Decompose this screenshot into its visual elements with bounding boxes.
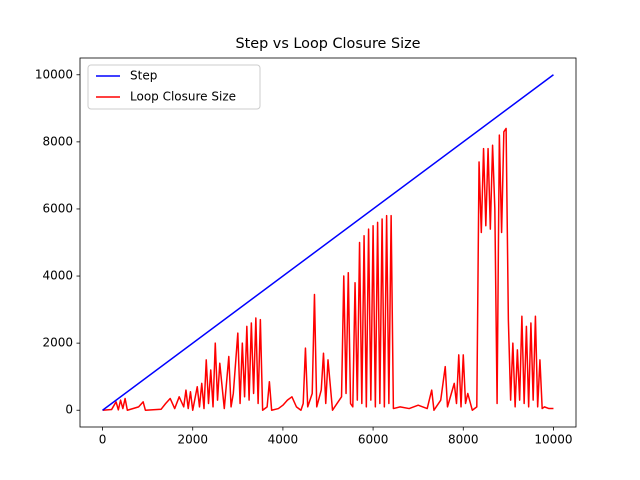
x-tick-label: 10000 bbox=[534, 433, 572, 447]
legend-label: Loop Closure Size bbox=[130, 90, 236, 104]
x-tick-label: 0 bbox=[99, 433, 107, 447]
legend-label: Step bbox=[130, 69, 157, 83]
series-line bbox=[102, 74, 554, 411]
x-tick-label: 8000 bbox=[448, 433, 479, 447]
y-tick-label: 0 bbox=[65, 403, 73, 417]
y-tick-label: 4000 bbox=[42, 269, 73, 283]
legend-box bbox=[87, 64, 261, 110]
y-tick-label: 6000 bbox=[42, 201, 73, 215]
x-tick-label: 2000 bbox=[177, 433, 208, 447]
plot-frame bbox=[79, 57, 577, 428]
y-tick-label: 8000 bbox=[42, 134, 73, 148]
series-line bbox=[102, 127, 554, 411]
y-tick-label: 10000 bbox=[35, 67, 73, 81]
x-tick-label: 6000 bbox=[358, 433, 389, 447]
chart-title: Step vs Loop Closure Size bbox=[235, 36, 420, 52]
x-tick-label: 4000 bbox=[268, 433, 299, 447]
y-tick-label: 2000 bbox=[42, 336, 73, 350]
